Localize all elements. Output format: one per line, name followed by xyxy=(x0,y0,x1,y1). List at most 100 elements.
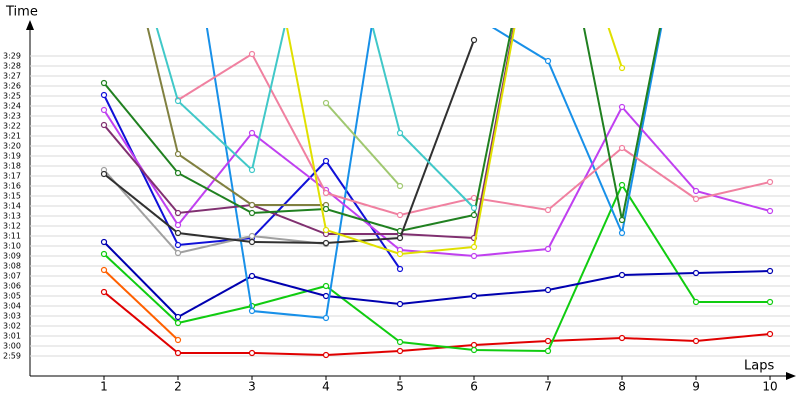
y-tick-label: 3:29 xyxy=(3,52,21,61)
y-tick-label: 3:06 xyxy=(3,282,21,291)
data-point xyxy=(248,307,256,315)
data-point xyxy=(248,238,256,246)
data-point xyxy=(618,334,626,342)
x-axis-label: Laps xyxy=(744,359,774,374)
data-point xyxy=(618,144,626,152)
y-tick-label: 3:26 xyxy=(3,82,21,91)
y-tick-label: 3:22 xyxy=(3,122,21,131)
y-tick-label: 3:04 xyxy=(3,302,21,311)
series-line xyxy=(155,28,475,209)
y-tick-label: 3:15 xyxy=(3,192,21,201)
y-tick-label: 3:10 xyxy=(3,242,21,251)
data-point xyxy=(618,181,626,189)
data-point xyxy=(322,282,330,290)
data-point xyxy=(174,229,182,237)
data-point xyxy=(544,286,552,294)
x-tick-label: 10 xyxy=(762,380,777,394)
x-tick-label: 4 xyxy=(322,380,330,394)
series-line xyxy=(103,169,327,255)
y-tick-label: 3:27 xyxy=(3,72,21,81)
y-tick-label: 3:25 xyxy=(3,92,21,101)
data-point xyxy=(248,232,256,240)
data-point xyxy=(100,79,108,87)
data-point xyxy=(396,300,404,308)
data-point xyxy=(396,250,404,258)
data-point xyxy=(544,57,552,65)
data-point xyxy=(470,204,478,212)
data-point xyxy=(248,349,256,357)
data-point xyxy=(174,209,182,217)
data-point xyxy=(396,182,404,190)
data-point xyxy=(472,14,477,19)
y-tick-label: 3:20 xyxy=(3,142,21,151)
y-tick-label: 3:08 xyxy=(3,262,21,271)
series-line xyxy=(177,52,771,217)
data-point xyxy=(248,50,256,58)
x-tick-label: 7 xyxy=(544,380,552,394)
y-tick-label: 3:14 xyxy=(3,202,21,211)
data-point xyxy=(322,189,330,197)
series-line xyxy=(103,269,179,341)
data-point xyxy=(396,338,404,346)
data-point xyxy=(248,129,256,137)
series-line xyxy=(103,39,475,245)
x-tick-label: 9 xyxy=(692,380,700,394)
series-line xyxy=(103,291,771,357)
data-point xyxy=(174,319,182,327)
data-point xyxy=(618,103,626,111)
data-point xyxy=(470,341,478,349)
data-point xyxy=(322,99,330,107)
data-point xyxy=(544,347,552,355)
y-tick-label: 3:01 xyxy=(3,332,21,341)
data-point xyxy=(248,166,256,174)
data-point xyxy=(470,194,478,202)
data-point xyxy=(100,121,108,129)
series-line xyxy=(103,182,771,353)
data-point xyxy=(174,150,182,158)
y-tick-label: 3:13 xyxy=(3,212,21,221)
data-point xyxy=(470,252,478,260)
data-point xyxy=(396,211,404,219)
data-point xyxy=(322,239,330,247)
y-tick-label: 3:28 xyxy=(3,62,21,71)
data-point xyxy=(248,201,256,209)
y-tick-label: 3:17 xyxy=(3,172,21,181)
x-tick-label: 2 xyxy=(174,380,182,394)
data-point xyxy=(396,265,404,273)
series-line xyxy=(146,28,327,206)
y-tick-label: 2:59 xyxy=(3,352,21,361)
data-point xyxy=(174,241,182,249)
data-point xyxy=(322,205,330,213)
data-point xyxy=(544,337,552,345)
data-point xyxy=(322,314,330,322)
data-point xyxy=(100,91,108,99)
data-point xyxy=(618,216,626,224)
data-point xyxy=(322,292,330,300)
y-tick-label: 3:16 xyxy=(3,182,21,191)
data-point xyxy=(692,187,700,195)
y-tick-label: 3:00 xyxy=(3,342,21,351)
series-line xyxy=(286,28,623,256)
x-arrow xyxy=(786,372,796,380)
y-tick-label: 3:19 xyxy=(3,152,21,161)
data-point xyxy=(174,313,182,321)
data-point xyxy=(766,298,774,306)
y-tick-label: 3:05 xyxy=(3,292,21,301)
y-axis-label: Time xyxy=(5,5,38,20)
y-tick-label: 3:02 xyxy=(3,322,21,331)
data-point xyxy=(618,271,626,279)
data-point xyxy=(100,266,108,274)
series-line xyxy=(103,241,771,319)
data-point xyxy=(692,269,700,277)
y-tick-label: 3:07 xyxy=(3,272,21,281)
y-tick-label: 3:11 xyxy=(3,232,21,241)
data-point xyxy=(396,347,404,355)
data-point xyxy=(396,234,404,242)
data-point xyxy=(766,178,774,186)
data-point xyxy=(322,351,330,359)
data-point xyxy=(470,243,478,251)
x-tick-label: 3 xyxy=(248,380,256,394)
data-point xyxy=(766,267,774,275)
data-point xyxy=(470,292,478,300)
